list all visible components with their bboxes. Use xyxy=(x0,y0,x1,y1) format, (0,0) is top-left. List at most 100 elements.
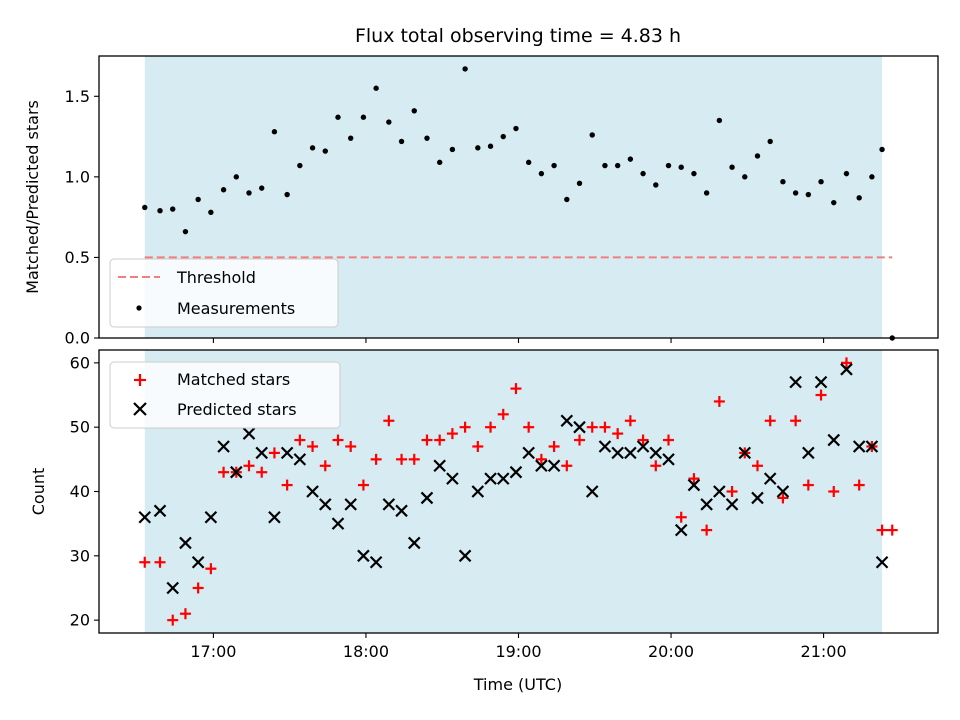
matched-star-point xyxy=(790,415,802,427)
predicted-star-point xyxy=(802,446,815,460)
measurement-point xyxy=(716,117,723,124)
count-y-tick-label: 20 xyxy=(70,611,90,630)
ratio-legend: Threshold Measurements xyxy=(109,258,339,328)
predicted-star-point xyxy=(420,491,434,505)
ratio-y-tick-label: 1.5 xyxy=(65,87,90,106)
ratio-y-ticks: 0.0 0.5 1.0 1.5 xyxy=(65,87,99,348)
measurement-point xyxy=(551,162,557,169)
predicted-star-point xyxy=(318,498,332,511)
measurement-point xyxy=(589,132,595,138)
matched-star-point xyxy=(523,421,535,433)
predicted-star-point xyxy=(611,446,624,460)
predicted-star-point xyxy=(522,446,535,460)
predicted-star-point xyxy=(547,459,561,473)
predicted-star-point xyxy=(230,465,243,479)
matched-star-point xyxy=(179,608,191,620)
predicted-star-point xyxy=(331,517,345,530)
measurement-point xyxy=(767,138,773,145)
predicted-star-point xyxy=(407,536,421,550)
predicted-star-point xyxy=(268,510,281,524)
predicted-star-point xyxy=(662,453,675,466)
matched-star-point xyxy=(840,357,852,369)
measurement-point xyxy=(754,153,761,159)
predicted-star-point xyxy=(204,510,218,524)
measurement-point xyxy=(284,191,290,198)
measurement-point xyxy=(297,162,303,169)
measurement-point xyxy=(792,190,799,196)
matched-star-point xyxy=(167,614,179,626)
measurement-point xyxy=(398,138,405,145)
predicted-star-point xyxy=(725,498,739,511)
measurement-point xyxy=(640,170,646,177)
matched-star-point xyxy=(675,511,687,523)
measurement-point xyxy=(525,159,532,166)
measurement-point xyxy=(142,204,148,211)
matched-stars-series xyxy=(139,357,898,626)
predicted-star-point xyxy=(433,459,446,473)
measurement-point xyxy=(869,174,875,180)
matched-star-point xyxy=(815,389,827,401)
predicted-star-point xyxy=(138,510,152,524)
measurement-point xyxy=(538,170,545,177)
predicted-star-point xyxy=(789,375,802,389)
count-y-tick-label: 40 xyxy=(70,482,90,501)
measurement-point xyxy=(653,182,659,188)
measurement-point xyxy=(487,143,494,149)
measurement-point xyxy=(513,125,519,132)
matched-star-point xyxy=(268,447,280,459)
measurement-point xyxy=(627,156,634,162)
matched-star-point xyxy=(459,421,471,433)
predicted-star-point xyxy=(166,581,180,595)
predicted-star-point xyxy=(700,498,713,511)
matched-star-point xyxy=(294,434,306,446)
matched-star-point xyxy=(650,460,662,472)
predicted-star-point xyxy=(585,485,599,498)
legend-matched-swatch xyxy=(134,374,146,386)
matched-star-point xyxy=(256,466,268,478)
measurement-point xyxy=(564,196,570,203)
ratio-y-tick-label: 0.5 xyxy=(65,248,90,267)
matched-star-point xyxy=(802,479,814,491)
measurement-point xyxy=(259,185,265,191)
matched-star-point xyxy=(548,440,560,452)
predicted-star-point xyxy=(827,433,841,447)
predicted-star-point xyxy=(382,498,396,511)
measurement-point xyxy=(233,174,239,180)
predicted-star-point xyxy=(598,440,612,453)
measurement-point xyxy=(462,66,468,72)
count-y-tick-label: 60 xyxy=(70,353,90,372)
ratio-legend-frame xyxy=(109,258,339,328)
measurement-point xyxy=(818,178,824,185)
matched-star-point xyxy=(154,556,166,568)
predicted-star-point xyxy=(471,485,485,498)
predicted-star-point xyxy=(674,523,688,537)
measurement-point xyxy=(805,191,812,198)
count-y-axis-label: Count xyxy=(29,468,48,516)
matched-star-point xyxy=(434,434,446,446)
measurement-point xyxy=(246,190,252,196)
predicted-star-point xyxy=(179,536,192,550)
measurement-point xyxy=(729,164,735,170)
measurement-point xyxy=(500,133,506,140)
matched-star-point xyxy=(637,434,649,446)
measurement-point xyxy=(742,174,748,180)
matched-star-point xyxy=(574,434,586,446)
count-x-tick-label: 17:00 xyxy=(190,642,236,661)
count-legend: Matched stars Predicted stars xyxy=(109,361,341,429)
predicted-star-point xyxy=(344,498,357,511)
matched-star-point xyxy=(688,473,700,485)
predicted-star-point xyxy=(865,440,879,453)
measurement-point xyxy=(665,162,672,169)
measurement-point xyxy=(309,145,316,151)
ratio-y-tick-label: 0.0 xyxy=(65,329,90,348)
matched-star-point xyxy=(535,453,547,465)
chart-title: Flux total observing time = 4.83 h xyxy=(355,25,681,47)
predicted-star-point xyxy=(293,453,307,466)
matched-star-point xyxy=(828,486,840,497)
predicted-star-point xyxy=(191,555,205,569)
matched-star-point xyxy=(243,460,255,472)
ratio-y-tick-label: 1.0 xyxy=(65,167,90,186)
matched-star-point xyxy=(408,453,420,465)
